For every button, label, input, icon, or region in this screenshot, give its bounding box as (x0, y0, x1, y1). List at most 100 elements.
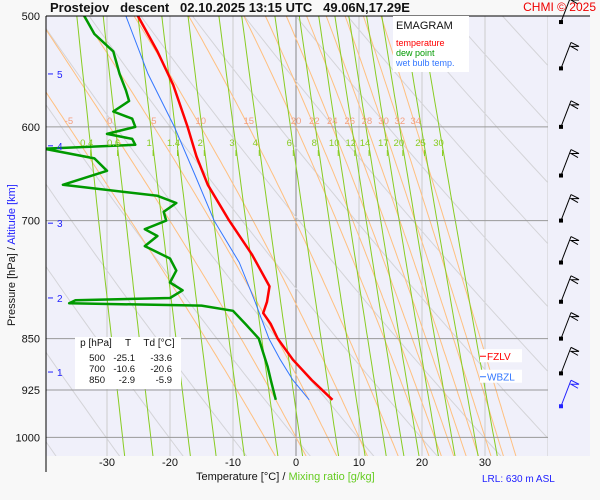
series-dew-point (46, 16, 278, 401)
mixing-ratio-line (298, 16, 366, 456)
table-row: 850 -2.9 -5.9 (75, 375, 181, 386)
dry-adiabat (347, 16, 548, 245)
y-tick-label: 850 (22, 334, 40, 346)
x-axis-label-temp: Temperature [°C] (196, 471, 280, 483)
wind-barb-icon (560, 42, 572, 69)
moist-adiabat (46, 28, 307, 456)
legend-temperature: temperature (396, 38, 445, 48)
mixing-ratio-line (241, 16, 304, 456)
legend-wet-bulb: wet bulb temp. (396, 58, 455, 68)
wind-barb-icon (560, 275, 572, 302)
wind-barb-flag (569, 236, 580, 245)
mixing-ratio-label: 4 (253, 138, 258, 149)
moist-adiabat (306, 16, 467, 456)
mixing-ratio-label: 2 (198, 138, 203, 149)
dry-adiabat (88, 16, 438, 456)
x-tick-label: 0 (293, 457, 299, 469)
level-label-wbzl: WBZL (487, 373, 515, 384)
mixing-ratio-line (161, 16, 217, 456)
wind-barb-icon (560, 100, 572, 128)
table-cell: -25.1 (113, 353, 135, 364)
wind-barb-icon (560, 0, 571, 23)
wind-barb-station (559, 336, 563, 341)
mixing-ratio-label: 12 (346, 138, 357, 149)
series-temperature (136, 16, 334, 401)
x-tick-label: -30 (99, 457, 115, 469)
table-header-t: T (124, 338, 132, 349)
dry-adiabat (140, 16, 502, 456)
y-tick-label: 700 (22, 216, 40, 228)
mixing-ratio-label: 14 (360, 138, 371, 149)
wind-barb-station (559, 20, 563, 25)
y-axis-label-pressure: Pressure [hPa] (6, 253, 18, 326)
table-cell: -10.6 (113, 364, 135, 375)
moist-adiabat-label: -5 (65, 116, 73, 127)
mixing-ratio-line (381, 16, 456, 456)
table-header-td: Td [°C] (143, 338, 175, 349)
wind-barb-flag (569, 149, 580, 158)
table-cell: -5.9 (155, 375, 172, 386)
moist-adiabat (188, 16, 399, 456)
altitude-label: 5 (57, 70, 63, 81)
lrl-label: LRL: 630 m ASL (482, 474, 555, 485)
mixing-ratio-line (274, 16, 340, 456)
wind-barb-icon (560, 149, 572, 176)
wind-barb-station (559, 124, 563, 129)
mixing-ratio-label: 0.6 (107, 138, 120, 149)
wind-barb-flag (569, 194, 580, 204)
moist-adiabat-label: 24 (327, 116, 338, 127)
altitude-label: 3 (57, 219, 63, 230)
copyright: CHMI © 2025 (523, 0, 596, 14)
wind-barb-flag (569, 275, 580, 285)
moist-adiabat-label: 15 (243, 116, 254, 127)
table-cell: -2.9 (118, 375, 135, 386)
wind-barb-station (559, 371, 563, 376)
mixing-ratio-label: 1 (146, 138, 151, 149)
level-label-fzlv: FZLV (487, 352, 511, 363)
y-axis-label-sep: / (6, 247, 18, 251)
x-axis-label-sep: / (282, 471, 286, 483)
moist-adiabat-label: 5 (151, 116, 156, 127)
mixing-ratio-label: 6 (287, 138, 292, 149)
table-cell: -20.6 (150, 364, 172, 375)
x-tick-label: 10 (353, 457, 365, 469)
moist-adiabat (380, 16, 517, 456)
mixing-ratio-line (348, 16, 420, 456)
moist-adiabat (243, 16, 430, 456)
mixing-ratio-line (187, 16, 245, 456)
moist-adiabat-label: 10 (195, 116, 206, 127)
table-row: 700 -10.6 -20.6 (75, 364, 181, 375)
dry-adiabat (46, 265, 184, 456)
dry-adiabat (46, 351, 121, 456)
moist-adiabat (344, 16, 492, 456)
y-tick-label: 1000 (16, 432, 40, 444)
wind-barb-station (559, 260, 563, 265)
moist-adiabat-label: 30 (378, 116, 389, 127)
dry-adiabat (46, 104, 311, 456)
altitude-label: 1 (57, 368, 63, 379)
moist-adiabat-label: 28 (362, 116, 373, 127)
wind-barb-flag (569, 346, 580, 356)
moist-adiabat-label: 20 (291, 116, 302, 127)
moist-adiabat-label: 0 (107, 116, 112, 127)
wind-barb-icon (560, 380, 572, 407)
moist-adiabat (133, 16, 368, 456)
mixing-ratio-label: 10 (329, 138, 340, 149)
x-axis-label: Temperature [°C] / Mixing ratio [g/kg] (196, 471, 375, 483)
moist-adiabat-label: 26 (345, 116, 356, 127)
mixing-ratio-line (366, 16, 439, 456)
moist-adiabat-label: 22 (309, 116, 320, 127)
table-cell: -33.6 (150, 353, 172, 364)
table-cell: 700 (89, 364, 105, 375)
mixing-ratio-line (334, 16, 405, 456)
dry-adiabat (192, 16, 548, 440)
wind-barb-icon (560, 194, 572, 221)
level-label-bg (480, 369, 522, 383)
wind-barb-icon (560, 236, 572, 263)
table-cell: 500 (89, 353, 105, 364)
wind-barb-station (559, 299, 563, 304)
wind-barb-station (559, 173, 563, 178)
mixing-ratio-line (76, 16, 126, 456)
chart-title: Prostejov descent 02.10.2025 13:15 UTC 4… (50, 0, 410, 15)
